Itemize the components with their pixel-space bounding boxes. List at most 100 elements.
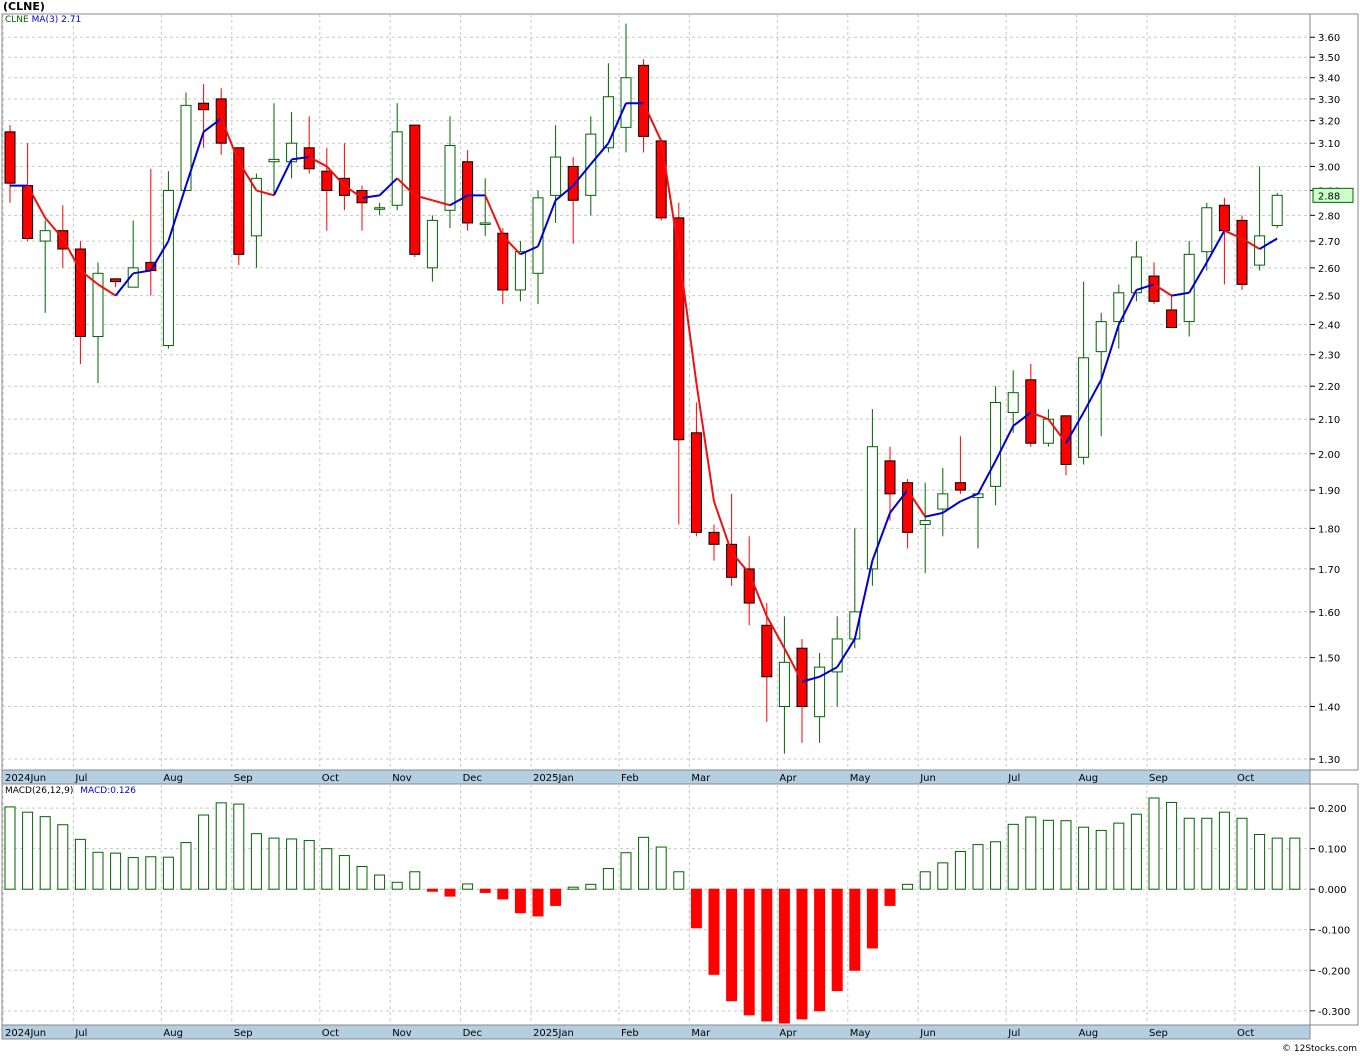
macd-bar xyxy=(1060,820,1072,890)
macd-bar xyxy=(1236,817,1248,890)
candle-body xyxy=(162,189,174,347)
x-tick-label: Apr xyxy=(779,1028,797,1039)
candle-body xyxy=(444,144,456,211)
macd-bar xyxy=(356,866,368,890)
last-price-box xyxy=(1312,187,1354,203)
macd-bar xyxy=(321,848,333,890)
x-tick-label: Oct xyxy=(322,773,339,784)
macd-bar xyxy=(444,888,456,897)
macd-bar xyxy=(57,824,69,890)
macd-bar xyxy=(919,871,931,890)
price-y-tick-label: 1.70 xyxy=(1318,565,1340,576)
ma-segment xyxy=(713,501,733,553)
ma-segment xyxy=(765,615,786,649)
candle-body xyxy=(286,142,298,163)
candle-body xyxy=(778,661,790,707)
candle-body xyxy=(567,165,579,201)
ma-segment xyxy=(1030,411,1049,421)
candle-body xyxy=(1095,321,1107,353)
macd-value: MACD:0.126 xyxy=(80,786,137,796)
x-tick-label: Oct xyxy=(1237,773,1254,784)
candle-body xyxy=(479,222,491,225)
macd-y-tick-label: 0.200 xyxy=(1318,804,1347,815)
candle-body xyxy=(1130,256,1142,294)
candle-body xyxy=(1166,309,1178,329)
candle-body xyxy=(1183,253,1195,323)
ma-segment xyxy=(537,199,557,247)
candle-body xyxy=(638,64,650,137)
price-y-tick-label: 2.70 xyxy=(1318,237,1340,248)
ma-segment xyxy=(960,492,979,503)
candle-body xyxy=(761,624,773,678)
ma-segment xyxy=(449,194,469,207)
price-y-tick-label: 2.40 xyxy=(1318,321,1340,332)
macd-bar xyxy=(1113,822,1125,890)
candle-body xyxy=(1148,275,1160,302)
macd-bar xyxy=(145,856,157,890)
macd-bar xyxy=(1289,837,1301,890)
ma-segment xyxy=(378,177,398,197)
candle-body xyxy=(902,482,914,533)
x-tick-label: 2024Jun xyxy=(5,1028,46,1039)
ma-segment xyxy=(783,647,803,683)
macd-bar xyxy=(638,836,650,890)
price-y-tick-label: 3.50 xyxy=(1318,53,1340,64)
symbol-label: CLNE xyxy=(5,15,29,25)
last-price-label: 2.88 xyxy=(1318,191,1340,202)
price-y-tick-label: 2.50 xyxy=(1318,292,1340,303)
ma-segment xyxy=(1205,230,1226,263)
ma-segment xyxy=(396,177,416,197)
credit-text: © 12Stocks.com xyxy=(1282,1044,1357,1054)
candle-body xyxy=(39,230,51,242)
ma-segment xyxy=(1259,237,1278,250)
candle-body xyxy=(919,520,931,525)
candle-body xyxy=(726,543,738,578)
macd-bar xyxy=(233,803,245,890)
macd-legend: MACD(26,12,9) MACD:0.126 xyxy=(5,786,136,796)
ma-segment xyxy=(432,199,451,207)
price-y-tick-label: 1.50 xyxy=(1318,654,1340,665)
ma-segment xyxy=(677,251,698,384)
price-y-tick-label: 3.20 xyxy=(1318,117,1340,128)
ma-segment xyxy=(695,382,715,502)
macd-bar xyxy=(1148,797,1160,890)
x-tick-label: Mar xyxy=(691,1028,711,1039)
ma-segment xyxy=(977,460,997,495)
macd-bar xyxy=(1166,801,1178,890)
macd-bar xyxy=(1042,819,1054,890)
macd-bar xyxy=(532,888,544,917)
macd-bar xyxy=(338,855,350,890)
x-tick-label: Sep xyxy=(1149,773,1168,784)
candle-body xyxy=(1060,415,1072,465)
macd-x-axis-band xyxy=(1,1024,1311,1040)
candle-body xyxy=(497,232,509,291)
candle-body xyxy=(1007,392,1019,413)
ma-segment xyxy=(889,489,909,514)
macd-bar xyxy=(690,888,702,929)
ma-segment xyxy=(748,572,768,617)
macd-bar xyxy=(180,842,192,890)
candle-body xyxy=(866,446,878,570)
macd-bar xyxy=(972,844,984,890)
ma-segment xyxy=(343,184,363,199)
macd-bar xyxy=(497,888,509,900)
macd-bar xyxy=(550,888,562,906)
macd-bar xyxy=(726,888,738,1002)
macd-bar xyxy=(567,886,579,890)
x-tick-label: 2025Jan xyxy=(533,773,574,784)
macd-bar xyxy=(215,802,227,890)
x-tick-label: Jul xyxy=(74,773,87,784)
macd-y-axis xyxy=(1309,783,1359,1026)
candle-body xyxy=(268,158,280,163)
macd-bar xyxy=(866,888,878,949)
ma-segment xyxy=(61,237,82,272)
macd-bar xyxy=(514,888,526,914)
candle-body xyxy=(426,219,438,269)
price-y-tick-label: 2.20 xyxy=(1318,382,1340,393)
price-y-tick-label: 2.00 xyxy=(1318,450,1340,461)
x-tick-label: Nov xyxy=(392,1028,412,1039)
candle-body xyxy=(1236,219,1248,285)
ma-segment xyxy=(114,272,134,297)
candle-body xyxy=(602,96,614,149)
